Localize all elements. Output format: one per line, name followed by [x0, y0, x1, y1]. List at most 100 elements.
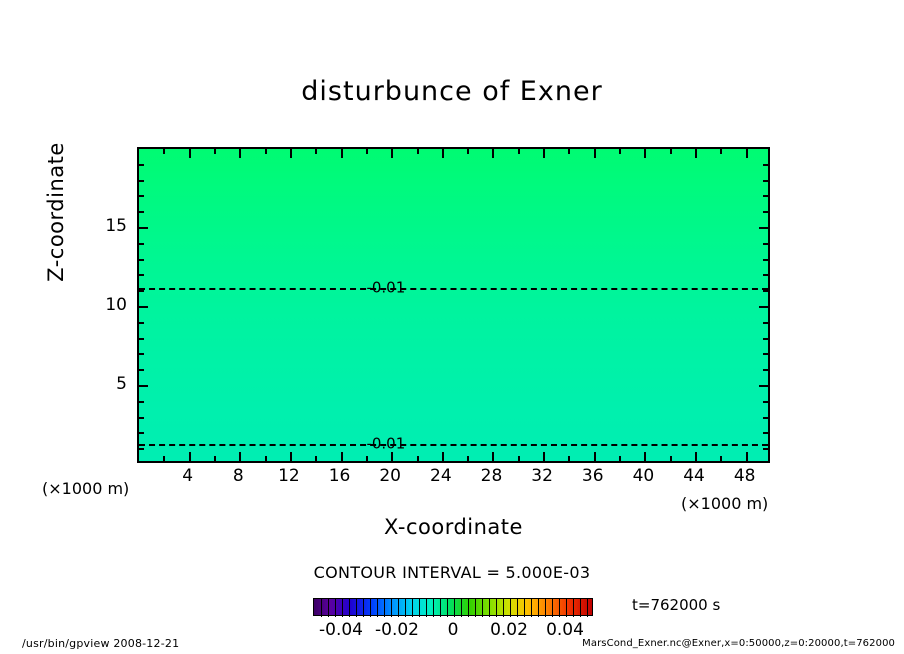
x-axis-tick-minor: [619, 149, 622, 154]
y-axis-tick-major: [759, 385, 768, 387]
x-axis-tick-minor: [416, 149, 419, 154]
x-axis-tick-major: [644, 149, 647, 158]
x-axis-tick-minor: [213, 456, 216, 461]
x-axis-tick-major: [239, 149, 242, 158]
x-axis-tick-major: [441, 452, 444, 461]
y-axis-tick-minor: [763, 432, 768, 435]
x-axis-tick-major: [593, 452, 596, 461]
x-axis-tick-minor: [315, 456, 318, 461]
y-axis-tick-minor: [763, 448, 768, 451]
x-axis-tick-minor: [669, 149, 672, 154]
contour-label: -0.01: [366, 435, 406, 454]
x-axis-tick-major: [188, 452, 191, 461]
colorbar-separator: [433, 599, 434, 617]
colorbar-separator: [405, 599, 406, 617]
y-axis-tick-minor: [139, 448, 144, 451]
colorbar-separator: [524, 599, 525, 617]
y-axis-tick-minor: [763, 258, 768, 261]
colorbar-separator: [328, 599, 329, 617]
x-unit-label-right: (×1000 m): [681, 494, 769, 513]
y-axis-tick-minor: [763, 353, 768, 356]
y-axis-tick-minor: [139, 337, 144, 340]
colorbar-separator: [349, 599, 350, 617]
colorbar-tick-label: 0: [447, 620, 459, 640]
y-axis-title: Z-coordinate: [44, 142, 68, 282]
x-axis-tick-minor: [264, 456, 267, 461]
colorbar-separator: [398, 599, 399, 617]
footer-command-text: /usr/bin/gpview 2008-12-21: [22, 637, 180, 650]
colorbar-separator: [370, 599, 371, 617]
x-axis-tick-minor: [315, 149, 318, 154]
x-axis-tick-major: [644, 452, 647, 461]
colorbar-separator: [482, 599, 483, 617]
x-axis-tick-major: [441, 149, 444, 158]
x-axis-tick-minor: [416, 456, 419, 461]
x-axis-tick-major: [593, 149, 596, 158]
colorbar-separator: [566, 599, 567, 617]
x-axis-tick-minor: [467, 456, 470, 461]
colorbar-separator: [342, 599, 343, 617]
page-title: disturbunce of Exner: [301, 76, 603, 107]
colorbar-separator: [461, 599, 462, 617]
x-axis-tick-minor: [163, 456, 166, 461]
y-axis-tick-minor: [139, 416, 144, 419]
y-axis-tick-label: 5: [116, 374, 127, 394]
contour-interval-caption: CONTOUR INTERVAL = 5.000E-03: [313, 563, 591, 582]
x-axis-tick-minor: [163, 149, 166, 154]
colorbar-separator: [538, 599, 539, 617]
x-axis-tick-major: [745, 149, 748, 158]
colorbar-separator: [391, 599, 392, 617]
x-axis-tick-label: 48: [733, 466, 756, 486]
x-unit-label-left: (×1000 m): [42, 479, 130, 498]
colorbar-separator: [510, 599, 511, 617]
y-axis-tick-minor: [139, 211, 144, 214]
x-axis-tick-label: 16: [328, 466, 351, 486]
x-axis-tick-minor: [720, 149, 723, 154]
x-axis-tick-label: 20: [379, 466, 402, 486]
x-axis-tick-minor: [213, 149, 216, 154]
y-axis-tick-minor: [763, 416, 768, 419]
colorbar-tick-label: -0.04: [319, 620, 363, 640]
x-axis-tick-minor: [365, 456, 368, 461]
colorbar-separator: [321, 599, 322, 617]
colorbar-separator: [545, 599, 546, 617]
colorbar-separator: [517, 599, 518, 617]
y-axis-tick-minor: [139, 179, 144, 182]
colorbar-separator: [384, 599, 385, 617]
y-axis-tick-minor: [763, 321, 768, 324]
x-axis-tick-label: 28: [480, 466, 503, 486]
y-axis-tick-minor: [763, 369, 768, 372]
x-axis-tick-major: [340, 149, 343, 158]
y-axis-tick-minor: [139, 369, 144, 372]
colorbar-separator: [335, 599, 336, 617]
colorbar-separator: [468, 599, 469, 617]
colorbar-separator: [447, 599, 448, 617]
y-axis-tick-minor: [763, 195, 768, 198]
y-axis-tick-major: [139, 227, 148, 229]
colorbar-separator: [440, 599, 441, 617]
colorbar-separator: [412, 599, 413, 617]
x-axis-tick-major: [391, 452, 394, 461]
x-axis-tick-major: [695, 149, 698, 158]
x-axis-tick-minor: [467, 149, 470, 154]
y-axis-tick-minor: [763, 163, 768, 166]
colorbar-separator: [377, 599, 378, 617]
y-axis-tick-minor: [139, 274, 144, 277]
y-axis-tick-minor: [139, 290, 144, 293]
colorbar-separator: [475, 599, 476, 617]
y-axis-tick-major: [759, 306, 768, 308]
colorbar-separator: [426, 599, 427, 617]
x-axis-title: X-coordinate: [384, 515, 523, 539]
x-axis-tick-minor: [568, 149, 571, 154]
x-axis-tick-minor: [517, 149, 520, 154]
x-axis-tick-label: 8: [232, 466, 244, 486]
x-axis-tick-major: [289, 149, 292, 158]
y-axis-tick-minor: [139, 258, 144, 261]
y-axis-tick-minor: [763, 211, 768, 214]
y-axis-tick-minor: [763, 274, 768, 277]
colorbar-separator: [454, 599, 455, 617]
x-axis-tick-label: 12: [278, 466, 300, 486]
colorbar-separator: [559, 599, 560, 617]
plot-frame: -0.01 -0.01: [137, 147, 770, 463]
x-axis-tick-label: 40: [632, 466, 655, 486]
